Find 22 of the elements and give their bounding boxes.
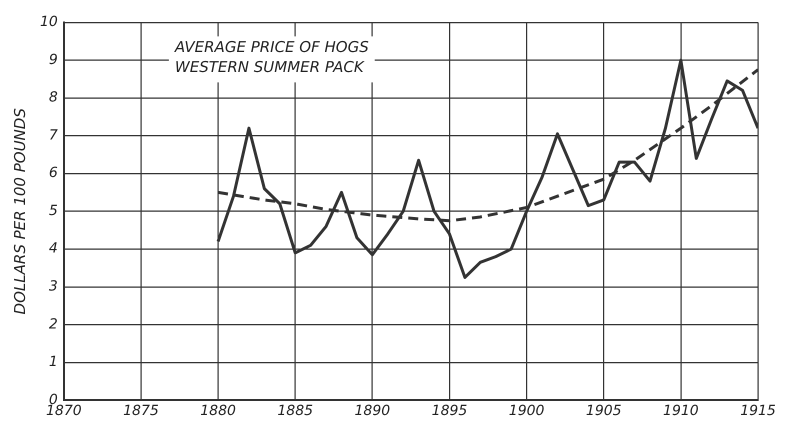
text: AVERAGE PRICE OF HOGS [174,38,370,56]
y-tick-label: 8 [48,90,58,106]
x-tick-label: 1895 [432,403,468,420]
text: WESTERN SUMMER PACK [174,58,365,76]
y-tick-label: 4 [48,240,58,257]
y-tick-label: 6 [48,165,58,182]
x-tick-label: 1905 [586,403,622,420]
x-tick-label: 1890 [354,403,390,420]
x-tick-label: 1885 [277,403,314,420]
x-tick-label: 1900 [508,403,545,420]
x-tick-label: 1910 [663,403,699,420]
y-tick-label: 1 [48,354,58,370]
y-tick-label: 3 [48,278,58,294]
y-tick-label: 2 [48,316,58,332]
x-tick-label: 1875 [123,403,159,420]
y-tick-label: 9 [48,52,58,68]
y-tick-label: 7 [48,127,58,144]
y-tick-label: 5 [48,202,58,219]
x-tick-label: 1880 [200,403,236,420]
y-tick-label: 10 [40,14,58,30]
y-axis-title: DOLLARS PER 100 POUNDS [10,108,29,314]
x-tick-label: 1915 [740,403,776,420]
